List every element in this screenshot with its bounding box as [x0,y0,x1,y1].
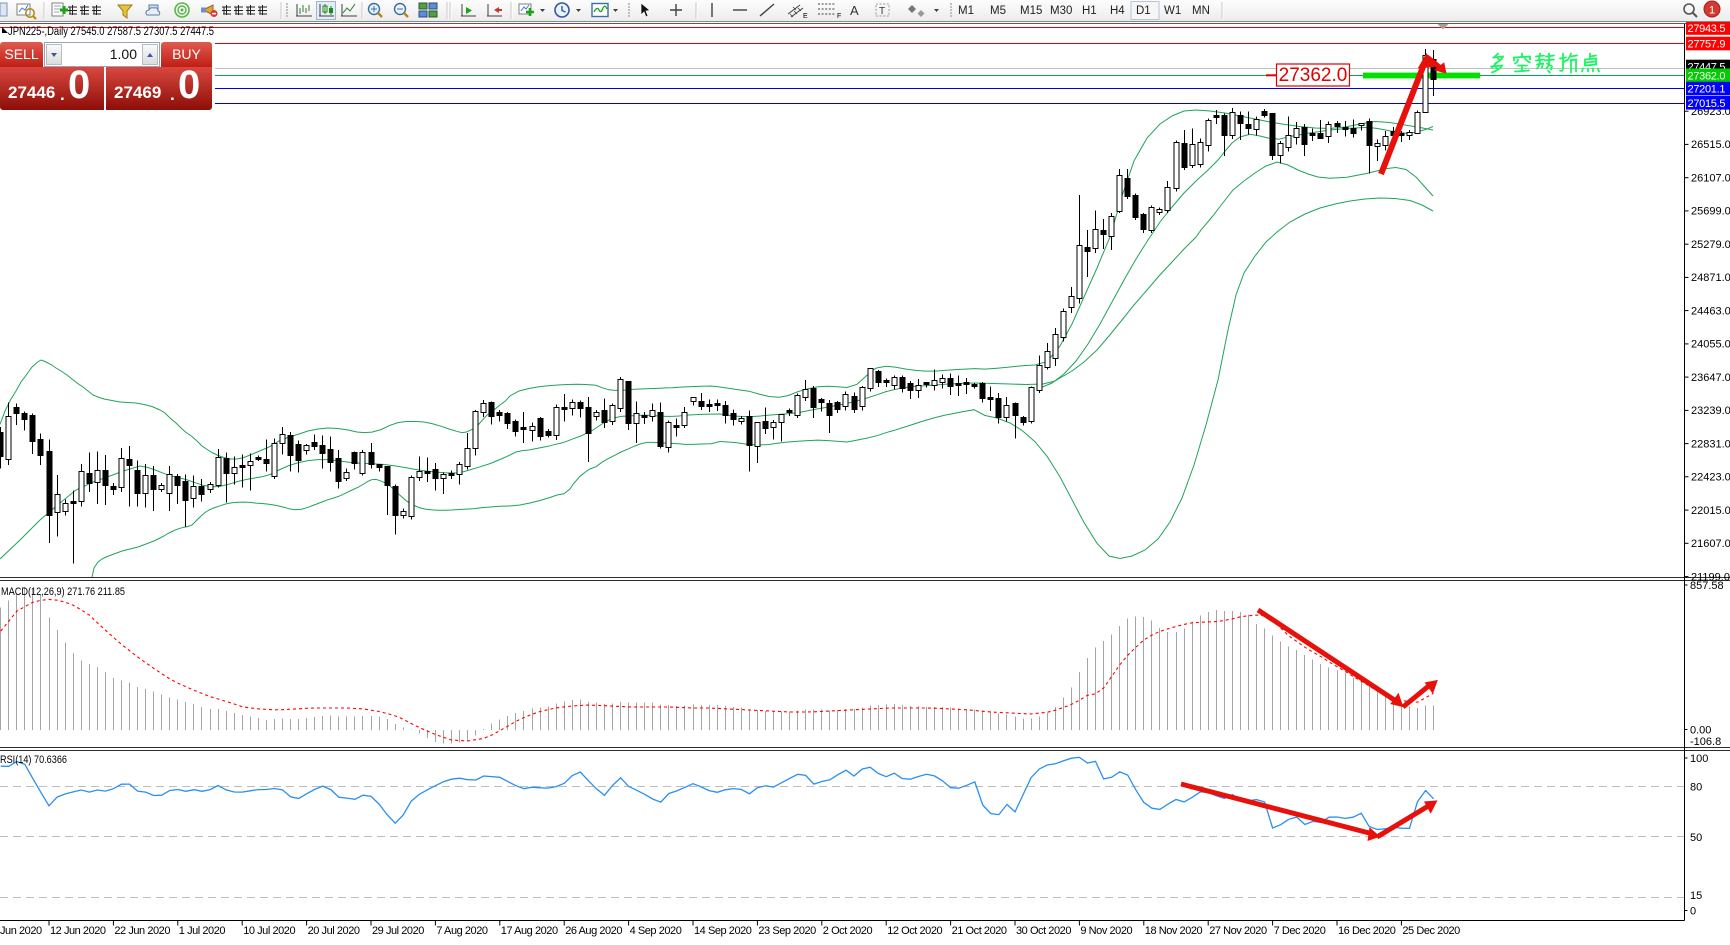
svg-text:1 Jul 2020: 1 Jul 2020 [179,925,226,937]
svg-text:20 Jul 2020: 20 Jul 2020 [308,925,360,937]
svg-text:26515.0: 26515.0 [1691,139,1730,151]
svg-text:12 Jun 2020: 12 Jun 2020 [50,925,106,937]
svg-text:F: F [837,13,841,20]
svg-text:2 Oct 2020: 2 Oct 2020 [823,925,873,937]
svg-text:21 Oct 2020: 21 Oct 2020 [952,925,1007,937]
svg-text:4 Sep 2020: 4 Sep 2020 [630,925,682,937]
svg-text:0.00: 0.00 [1690,724,1711,736]
svg-text:857.58: 857.58 [1690,580,1724,592]
svg-text:23647.0: 23647.0 [1691,372,1730,384]
svg-text:E: E [803,13,808,20]
svg-text:27757.9: 27757.9 [1688,39,1726,51]
svg-text:0: 0 [1690,905,1696,917]
svg-text:100: 100 [1690,753,1708,765]
svg-text:15: 15 [1690,890,1702,902]
svg-text:1: 1 [1709,5,1715,17]
svg-text:24463.0: 24463.0 [1691,305,1730,317]
svg-text:26107.0: 26107.0 [1691,173,1730,185]
svg-text:27201.1: 27201.1 [1688,84,1726,96]
svg-text:W1: W1 [1164,5,1181,17]
svg-text:27015.5: 27015.5 [1688,98,1726,110]
svg-text:24871.0: 24871.0 [1691,272,1730,284]
svg-text:21607.0: 21607.0 [1691,538,1730,550]
svg-text:27362.0: 27362.0 [1688,70,1726,82]
svg-text:H1: H1 [1082,5,1097,17]
svg-text:M5: M5 [990,5,1006,17]
svg-text:RSI(14) 70.6366: RSI(14) 70.6366 [0,754,67,766]
svg-text:T: T [879,6,885,17]
svg-text:21199.0: 21199.0 [1691,571,1730,583]
svg-text:D1: D1 [1136,5,1151,17]
svg-text:14 Sep 2020: 14 Sep 2020 [694,925,752,937]
svg-text:9 Nov 2020: 9 Nov 2020 [1080,925,1132,937]
svg-text:MACD(12,26,9) 271.76 211.85: MACD(12,26,9) 271.76 211.85 [1,586,125,598]
svg-text:24055.0: 24055.0 [1691,339,1730,351]
svg-text:7 Aug 2020: 7 Aug 2020 [436,925,487,937]
svg-text:23239.0: 23239.0 [1691,405,1730,417]
svg-text:23 Sep 2020: 23 Sep 2020 [758,925,816,937]
svg-text:25279.0: 25279.0 [1691,239,1730,251]
svg-text:22015.0: 22015.0 [1691,505,1730,517]
svg-text:25 Dec 2020: 25 Dec 2020 [1402,925,1460,937]
svg-text:12 Oct 2020: 12 Oct 2020 [887,925,942,937]
svg-text:22831.0: 22831.0 [1691,438,1730,450]
svg-text:17 Aug 2020: 17 Aug 2020 [501,925,558,937]
svg-text:Jun 2020: Jun 2020 [0,925,42,937]
svg-text:16 Dec 2020: 16 Dec 2020 [1338,925,1396,937]
svg-text:10 Jul 2020: 10 Jul 2020 [243,925,295,937]
svg-text:7 Dec 2020: 7 Dec 2020 [1274,925,1326,937]
svg-text:A: A [850,3,859,18]
svg-text:JPN225-,Daily 27545.0 27587.5: JPN225-,Daily 27545.0 27587.5 27307.5 27… [8,26,214,38]
svg-text:MN: MN [1192,5,1210,17]
svg-text:27362.0: 27362.0 [1279,65,1348,86]
svg-text:25699.0: 25699.0 [1691,206,1730,218]
svg-text:M1: M1 [958,5,974,17]
svg-text:22 Jun 2020: 22 Jun 2020 [114,925,170,937]
svg-text:22423.0: 22423.0 [1691,472,1730,484]
svg-text:50: 50 [1690,832,1702,844]
svg-text:26 Aug 2020: 26 Aug 2020 [565,925,622,937]
svg-text:M30: M30 [1050,5,1072,17]
svg-text:30 Oct 2020: 30 Oct 2020 [1016,925,1071,937]
svg-text:29 Jul 2020: 29 Jul 2020 [372,925,424,937]
svg-text:18 Nov 2020: 18 Nov 2020 [1145,925,1203,937]
svg-text:M15: M15 [1020,5,1042,17]
svg-text:H4: H4 [1110,5,1125,17]
svg-text:-106.8: -106.8 [1690,736,1721,748]
svg-text:80: 80 [1690,781,1702,793]
svg-text:27943.5: 27943.5 [1688,23,1726,35]
svg-text:27 Nov 2020: 27 Nov 2020 [1209,925,1267,937]
